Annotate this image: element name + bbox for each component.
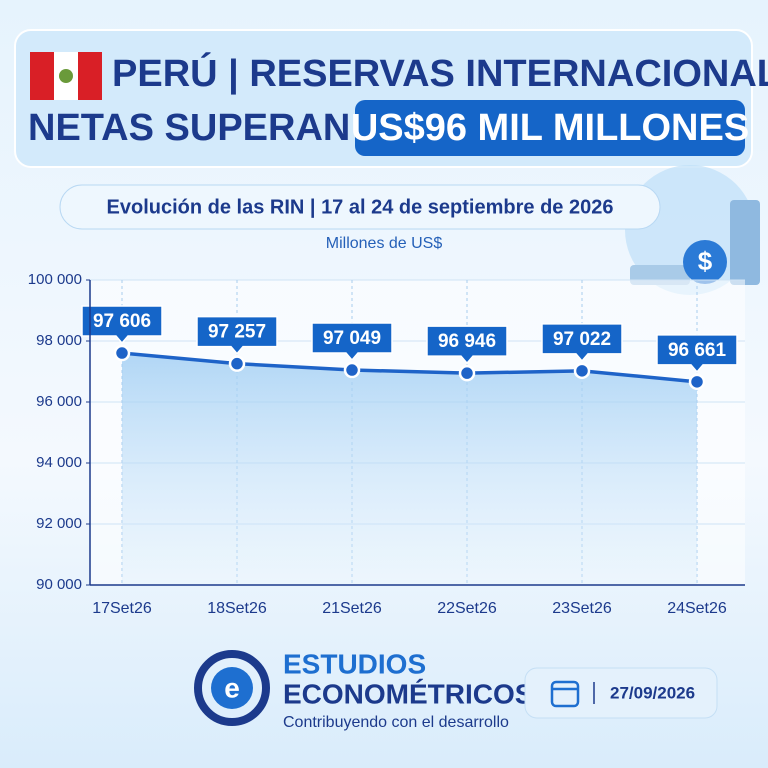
y-axis-title: Millones de US$ <box>326 235 443 252</box>
point <box>343 361 361 379</box>
label-box <box>81 305 163 345</box>
label-box <box>196 315 278 355</box>
point <box>458 364 476 382</box>
brand-line2: ECONOMÉTRICOS <box>283 678 533 709</box>
area <box>122 353 697 585</box>
y-tick-label: 90 000 <box>36 576 82 593</box>
x-tick-label: 17Set26 <box>92 600 152 617</box>
date: 27/09/2026 <box>610 683 695 702</box>
value-label: 97 022 <box>553 329 611 350</box>
logo: e <box>194 650 270 726</box>
line <box>121 351 698 384</box>
point <box>573 362 591 380</box>
flag <box>30 52 102 100</box>
title: PERÚ | RESERVAS INTERNACIONALES <box>112 51 768 95</box>
highlight-box <box>355 100 745 156</box>
y-tick-label: 96 000 <box>36 393 82 410</box>
y-tick-label: 98 000 <box>36 332 82 349</box>
x-tick-label: 22Set26 <box>437 600 497 617</box>
brand-line1: ESTUDIOS <box>283 648 426 679</box>
y-tick-label: 92 000 <box>36 515 82 532</box>
point <box>113 344 131 362</box>
value-label: 96 661 <box>668 340 727 361</box>
x-tick-label: 24Set26 <box>667 600 727 617</box>
value-label: 97 257 <box>208 322 266 343</box>
tagline: Contribuyendo con el desarrollo <box>283 714 509 731</box>
label-box <box>311 322 393 362</box>
svg-text:$: $ <box>698 246 713 276</box>
label-box <box>426 325 508 365</box>
label-box <box>541 323 623 362</box>
value-label: 97 049 <box>323 328 381 349</box>
x-tick-label: 21Set26 <box>322 600 382 617</box>
calendar-icon <box>550 680 580 708</box>
title-highlight: US$96 MIL MILLONES <box>351 107 749 149</box>
label-box <box>656 334 738 373</box>
point <box>228 355 246 372</box>
y-tick-label: 94 000 <box>36 454 82 471</box>
value-label: 97 606 <box>93 311 151 332</box>
x-tick-label: 18Set26 <box>207 600 267 617</box>
svg-text:e: e <box>224 672 240 703</box>
y-tick-label: 100 000 <box>28 271 82 288</box>
value-label: 96 946 <box>438 331 496 352</box>
subtitle-pill <box>59 184 661 230</box>
subtitle: Evolución de las RIN | 17 al 24 de septi… <box>107 196 614 218</box>
x-tick-label: 23Set26 <box>552 600 612 617</box>
point <box>688 373 706 391</box>
